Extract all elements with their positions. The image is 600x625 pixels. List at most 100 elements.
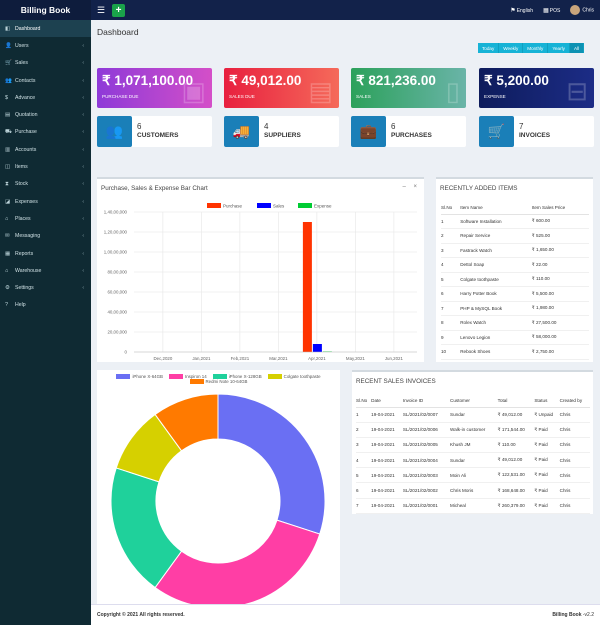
sale-cell: 19-04-2021 [371, 437, 403, 454]
sale-cell: 19-04-2021 [371, 467, 403, 484]
sale-cell: Chris [559, 482, 590, 499]
item-cell: ₹ 525.00 [531, 228, 589, 244]
expense-value: ₹ 5,200.00 [484, 73, 549, 88]
donut-slice[interactable] [154, 519, 321, 609]
sidebar-item-purchase[interactable]: ⛟ Purchase ‹ [0, 124, 91, 141]
sale-cell: SL/2021/02/0001 [402, 498, 451, 514]
range-tab-today[interactable]: Today [478, 43, 500, 53]
customers-card[interactable]: 👥 6 CUSTOMERS [97, 116, 212, 147]
sale-cell: 19-04-2021 [371, 407, 403, 423]
brand-logo[interactable]: Billing Book [0, 0, 91, 20]
table-row[interactable]: 8 Rolex Watch ₹ 27,500.00 [441, 315, 589, 331]
sale-cell: ₹ Paid [534, 422, 560, 438]
chevron-left-icon: ‹ [82, 215, 84, 222]
suppliers-card[interactable]: 🚚 4 SUPPLIERS [224, 116, 339, 147]
sale-cell: Chris [559, 498, 590, 514]
table-row[interactable]: 4 19-04-2021 SL/2021/02/0004 Sundar ₹ 49,012… [356, 452, 590, 469]
legend-item[interactable]: Expense [298, 203, 332, 209]
sidebar-item-accounts[interactable]: ▥ Accounts ‹ [0, 141, 91, 158]
legend-item[interactable]: Sales [257, 203, 285, 209]
purchases-count: 6 [391, 122, 396, 131]
bar-purchase[interactable] [302, 222, 312, 352]
column-header: Item Name [460, 201, 532, 215]
donut-chart [110, 393, 326, 609]
chevron-left-icon: ‹ [82, 77, 84, 84]
table-row[interactable]: 3 19-04-2021 SL/2021/02/0005 Khush JM ₹ 110.… [356, 437, 590, 454]
chevron-left-icon: ‹ [82, 233, 84, 240]
table-row[interactable]: 2 Repair Service ₹ 525.00 [441, 228, 589, 244]
table-row[interactable]: 5 Colgate toothpaste ₹ 110.00 [441, 272, 589, 287]
bar-chart-title: Purchase, Sales & Expense Bar Chart [101, 185, 208, 192]
donut-slice[interactable] [217, 393, 326, 535]
bar-sales[interactable] [312, 344, 322, 352]
range-tab-yearly[interactable]: Yearly [548, 43, 570, 53]
sidebar-item-label: Quotation [15, 112, 38, 119]
sidebar-item-contacts[interactable]: 👥 Contacts ‹ [0, 72, 91, 89]
table-header-row: Sl.No Item Name Item Sales Price [441, 201, 589, 215]
table-row[interactable]: 4 Dettol Soap ₹ 22.00 [441, 257, 589, 273]
table-row[interactable]: 2 19-04-2021 SL/2021/02/0006 Walk-in custom… [356, 422, 590, 438]
range-tab-all[interactable]: All [569, 43, 585, 53]
quick-add-button[interactable]: + [112, 3, 126, 17]
sidebar-item-label: Settings [15, 285, 34, 292]
table-row[interactable]: 10 Rebook Shoes ₹ 2,750.00 [441, 344, 589, 360]
range-tab-weekly[interactable]: Weekly [499, 43, 524, 53]
warehouse-icon: ⌂ [5, 267, 9, 274]
item-cell: Rebook Shoes [460, 344, 532, 360]
table-row[interactable]: 7 PHP & MySQL Book ₹ 1,980.00 [441, 301, 589, 316]
table-row[interactable]: 6 19-04-2021 SL/2021/02/0002 Chris Moris ₹ 1… [356, 482, 590, 499]
legend-item[interactable]: Colgate toothpaste [267, 374, 321, 379]
table-row[interactable]: 1 19-04-2021 SL/2021/02/0007 Sundar ₹ 49,012… [356, 407, 590, 423]
table-row[interactable]: 3 Fastrack Watch ₹ 1,650.00 [441, 243, 589, 258]
language-selector[interactable]: ⚑English [510, 7, 533, 14]
table-row[interactable]: 9 Lenovo Legion ₹ 58,000.00 [441, 330, 589, 345]
sidebar-item-advance[interactable]: $ Advance ‹ [0, 89, 91, 106]
places-icon: ⌂ [5, 215, 9, 222]
sidebar-item-label: Purchase [15, 129, 37, 136]
legend-item[interactable]: Purchase [207, 203, 243, 209]
sidebar-item-quotation[interactable]: ▤ Quotation ‹ [0, 106, 91, 123]
settings-icon: ⚙ [5, 285, 10, 292]
sidebar-item-reports[interactable]: ▦ Reports ‹ [0, 245, 91, 262]
sidebar-item-label: Advance [15, 94, 36, 101]
chevron-left-icon: ‹ [82, 285, 84, 292]
legend-item[interactable]: iPhone X-64GB [116, 374, 163, 379]
column-header: Customer [450, 394, 498, 408]
table-row[interactable]: 1 Software Installation ₹ 600.00 [441, 214, 589, 229]
y-tick-label: 1,20,00,000 [104, 230, 128, 235]
sidebar-item-label: Contacts [15, 77, 36, 84]
legend-item[interactable]: iPhone X-128GB [212, 374, 262, 379]
sidebar-item-expenses[interactable]: ◪ Expenses ‹ [0, 193, 91, 210]
pos-icon: ▦ [543, 7, 549, 14]
pos-link[interactable]: ▦POS [543, 7, 560, 14]
legend-item[interactable]: Redmi Note 10-64GB [189, 379, 247, 384]
sidebar-item-stock[interactable]: ⧗ Stock ‹ [0, 176, 91, 193]
legend-label: Expense [314, 204, 332, 209]
sidebar-item-label: Sales [15, 60, 28, 67]
purchase-due-value: ₹ 1,071,100.00 [102, 73, 194, 88]
table-row[interactable]: 6 Harry Potter Book ₹ 5,500.00 [441, 286, 589, 302]
user-menu[interactable]: Chris [570, 5, 594, 15]
legend-item[interactable]: Inspiron 14 [168, 374, 207, 379]
donut-slice[interactable] [154, 393, 219, 452]
legend-swatch [168, 374, 183, 379]
table-row[interactable]: 5 19-04-2021 SL/2021/02/0003 Moin Ali ₹ 122,… [356, 467, 590, 484]
sidebar-item-warehouse[interactable]: ⌂ Warehouse ‹ [0, 262, 91, 279]
range-tab-monthly[interactable]: Monthly [523, 43, 549, 53]
reports-icon: ▦ [5, 250, 11, 257]
purchases-card[interactable]: 💼 6 PURCHASES [351, 116, 466, 147]
sidebar-item-dashboard[interactable]: ◧ Dashboard [0, 20, 91, 38]
invoices-card[interactable]: 🛒 7 INVOICES [479, 116, 594, 147]
table-row[interactable]: 7 19-04-2021 SL/2021/02/0001 Micheal ₹ 260,3… [356, 498, 590, 514]
menu-toggle-icon[interactable]: ☰ [97, 4, 106, 15]
sidebar-item-places[interactable]: ⌂ Places ‹ [0, 210, 91, 227]
sidebar-item-settings[interactable]: ⚙ Settings ‹ [0, 279, 91, 296]
sidebar-item-messaging[interactable]: ✉ Messaging ‹ [0, 228, 91, 245]
sidebar-item-help[interactable]: ? Help [0, 297, 91, 314]
panel-controls[interactable]: – × [402, 184, 420, 190]
sidebar-item-items[interactable]: ◫ Items ‹ [0, 158, 91, 175]
customers-count: 6 [137, 122, 142, 131]
sidebar-item-users[interactable]: 👤 Users ‹ [0, 37, 91, 54]
sidebar-item-sales[interactable]: 🛒 Sales ‹ [0, 55, 91, 72]
sales-due-label: SALES DUE [229, 94, 255, 99]
